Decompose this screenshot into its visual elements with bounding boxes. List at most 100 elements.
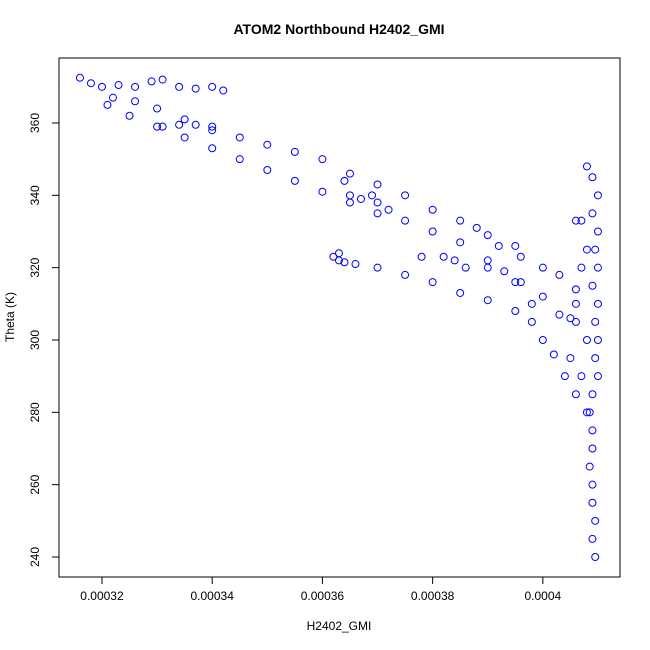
point <box>591 516 600 525</box>
point <box>345 191 354 200</box>
point <box>591 354 600 363</box>
point <box>456 216 465 225</box>
point <box>158 75 167 84</box>
point <box>191 120 200 129</box>
point <box>131 82 140 91</box>
point <box>571 285 580 294</box>
point <box>175 120 184 129</box>
x-axis-label: H2402_GMI <box>307 619 372 633</box>
point <box>191 84 200 93</box>
point <box>516 278 525 287</box>
point <box>483 296 492 305</box>
point <box>456 288 465 297</box>
point <box>401 270 410 279</box>
point <box>593 191 602 200</box>
point <box>566 354 575 363</box>
point <box>318 155 327 164</box>
x-tick-label: 0.00032 <box>80 589 124 603</box>
point <box>511 241 520 250</box>
point <box>103 100 112 109</box>
point <box>373 180 382 189</box>
point <box>585 408 594 417</box>
point <box>555 310 564 319</box>
point <box>417 252 426 261</box>
point <box>401 216 410 225</box>
point <box>180 115 189 124</box>
point <box>591 317 600 326</box>
point <box>549 350 558 359</box>
point <box>461 263 470 272</box>
point <box>588 444 597 453</box>
point <box>334 249 343 258</box>
point <box>428 227 437 236</box>
point <box>158 122 167 131</box>
x-tick-label: 0.0004 <box>524 589 561 603</box>
point <box>577 372 586 381</box>
point <box>527 317 536 326</box>
point <box>483 231 492 240</box>
point <box>588 173 597 182</box>
point <box>75 73 84 82</box>
point <box>538 292 547 301</box>
y-tick-label: 360 <box>28 113 42 133</box>
point <box>511 307 520 316</box>
point <box>290 176 299 185</box>
point <box>290 147 299 156</box>
point <box>428 278 437 287</box>
y-tick-label: 320 <box>28 257 42 277</box>
point <box>175 82 184 91</box>
point <box>263 140 272 149</box>
point <box>593 227 602 236</box>
point <box>555 270 564 279</box>
point <box>329 252 338 261</box>
point <box>456 238 465 247</box>
point <box>571 299 580 308</box>
point <box>125 111 134 120</box>
point <box>593 263 602 272</box>
point <box>527 299 536 308</box>
x-tick-label: 0.00036 <box>301 589 345 603</box>
point <box>345 169 354 178</box>
point <box>500 267 509 276</box>
point <box>208 144 217 153</box>
point <box>582 408 591 417</box>
point <box>585 462 594 471</box>
point <box>263 166 272 175</box>
point <box>582 245 591 254</box>
point <box>97 82 106 91</box>
point <box>368 191 377 200</box>
point <box>577 263 586 272</box>
point <box>588 281 597 290</box>
chart-title: ATOM2 Northbound H2402_GMI <box>233 21 444 37</box>
point <box>591 552 600 561</box>
point <box>373 198 382 207</box>
point <box>494 241 503 250</box>
x-tick-label: 0.00034 <box>191 589 235 603</box>
point <box>208 126 217 135</box>
point <box>86 79 95 88</box>
point <box>208 82 217 91</box>
point <box>109 93 118 102</box>
point <box>511 278 520 287</box>
point <box>588 534 597 543</box>
point <box>340 258 349 267</box>
point <box>384 205 393 214</box>
point <box>582 335 591 344</box>
point <box>538 263 547 272</box>
point <box>153 104 162 113</box>
y-axis-label: Theta (K) <box>3 292 17 342</box>
point <box>577 216 586 225</box>
point <box>114 81 123 90</box>
point <box>450 256 459 265</box>
point <box>345 198 354 207</box>
point <box>588 498 597 507</box>
point <box>516 252 525 261</box>
y-tick-label: 240 <box>28 547 42 567</box>
point <box>180 133 189 142</box>
point <box>588 209 597 218</box>
point <box>351 260 360 269</box>
point <box>582 162 591 171</box>
point <box>591 245 600 254</box>
point <box>593 299 602 308</box>
